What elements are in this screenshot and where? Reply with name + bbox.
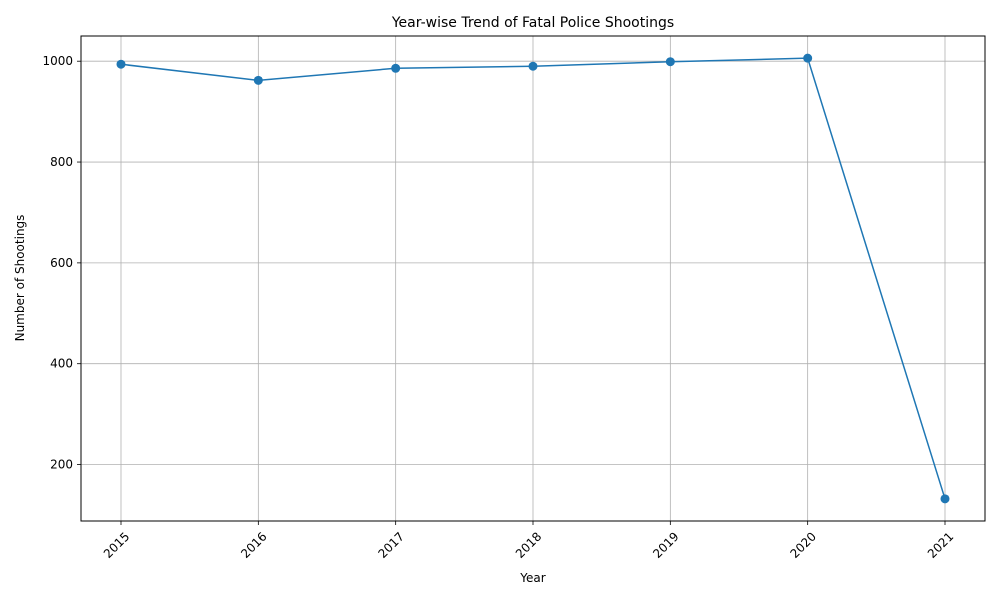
grid: [81, 36, 985, 521]
data-point: [940, 494, 950, 504]
data-point: [665, 57, 675, 67]
y-tick-label: 400: [50, 357, 73, 371]
y-tick-label: 600: [50, 256, 73, 270]
data-point: [528, 61, 538, 71]
data-point: [116, 59, 126, 69]
data-point: [253, 75, 263, 85]
series-layer: [116, 53, 950, 504]
data-point: [803, 53, 813, 63]
y-tick-label: 1000: [42, 54, 73, 68]
chart-title: Year-wise Trend of Fatal Police Shooting…: [391, 15, 674, 31]
x-axis-label: Year: [519, 571, 545, 585]
y-tick-label: 200: [50, 458, 73, 472]
data-point: [391, 63, 401, 73]
y-axis-label: Number of Shootings: [13, 215, 27, 342]
y-tick-label: 800: [50, 155, 73, 169]
y-axis-ticks: 200 400 600 800 1000: [42, 54, 81, 472]
